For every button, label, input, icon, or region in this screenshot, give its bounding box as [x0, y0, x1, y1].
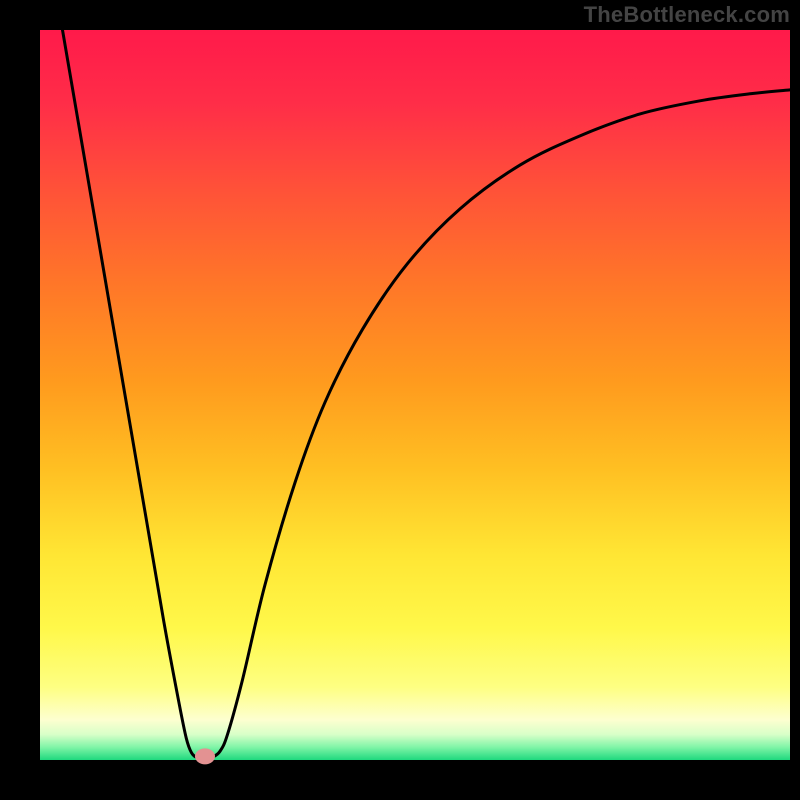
bottleneck-chart — [0, 0, 800, 800]
watermark-text: TheBottleneck.com — [584, 2, 790, 28]
plot-background — [40, 30, 790, 760]
optimum-marker — [195, 748, 215, 764]
chart-frame: TheBottleneck.com — [0, 0, 800, 800]
